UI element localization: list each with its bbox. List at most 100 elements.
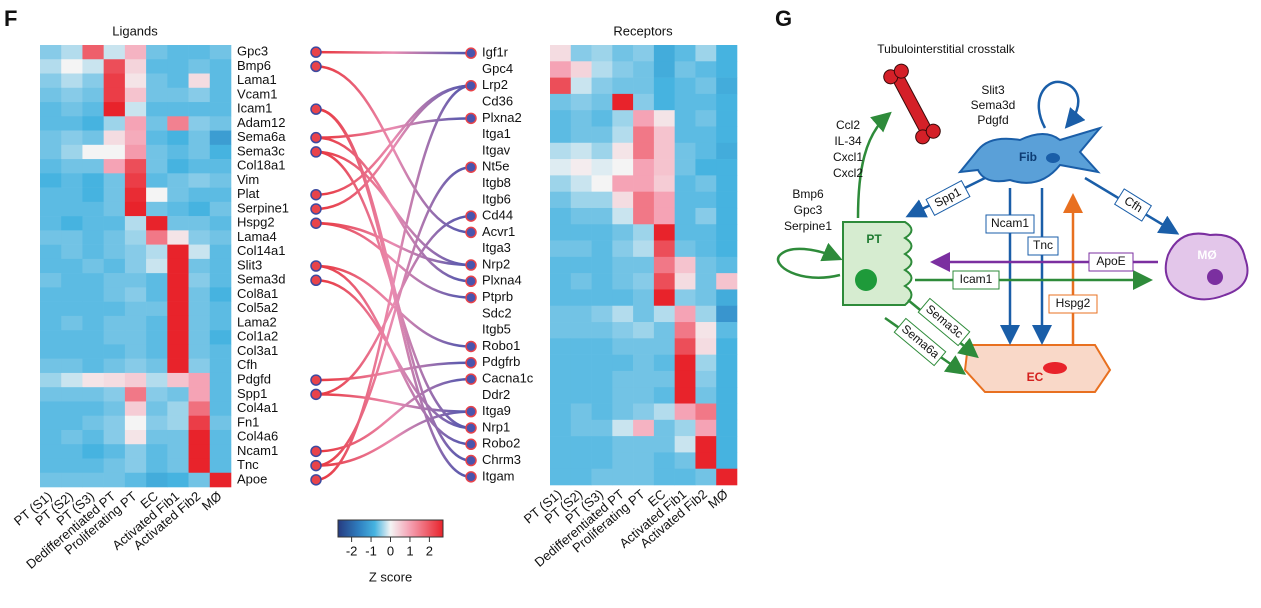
heatmap-cell <box>209 444 232 459</box>
heatmap-cell <box>209 401 232 417</box>
heatmap-cell <box>674 322 696 339</box>
heatmap-cell <box>591 45 613 62</box>
heatmap-cell <box>591 452 613 470</box>
heatmap-cell <box>61 387 83 402</box>
heatmap-cell <box>570 45 592 62</box>
link <box>315 50 472 55</box>
heatmap-cell <box>591 468 613 486</box>
heatmap-cell <box>716 110 738 127</box>
fibroblast <box>957 126 1103 184</box>
ligand-node <box>310 217 322 229</box>
heatmap-cell <box>674 191 696 209</box>
heatmap-cell <box>591 387 613 404</box>
heatmap-cell <box>570 93 592 111</box>
ligand-node <box>310 260 322 272</box>
heatmap-cell <box>633 45 655 62</box>
heatmap-cell <box>209 287 232 302</box>
heatmap-cell <box>103 144 126 160</box>
heatmap-cell <box>167 401 189 417</box>
gene-label: Acvr1 <box>482 224 515 239</box>
gene-label: Sema6a <box>237 129 286 144</box>
heatmap-cell <box>550 322 572 339</box>
heatmap-cell <box>124 102 147 117</box>
heatmap-cell <box>653 387 675 404</box>
gene-label: Lrp2 <box>482 77 508 92</box>
gene-label: Apoe <box>237 471 267 486</box>
heatmap-cell <box>146 244 168 260</box>
heatmap-cell <box>674 387 696 404</box>
gene-label: Lama4 <box>237 229 277 244</box>
gene-label: Itga3 <box>482 240 511 255</box>
heatmap-cell <box>82 301 104 317</box>
receptor-node <box>465 79 477 92</box>
heatmap-cell <box>103 258 126 274</box>
heatmap-cell <box>550 45 572 62</box>
link <box>315 361 472 382</box>
heatmap-cell <box>82 187 104 203</box>
gene-label: Ccl2 <box>836 118 860 132</box>
gene-label: Cxcl1 <box>833 150 863 164</box>
heatmap-cell <box>124 358 147 374</box>
gene-label: Serpine1 <box>784 219 832 233</box>
heatmap-cell <box>167 344 189 359</box>
heatmap-cell <box>167 273 189 288</box>
heatmap-cell <box>61 73 83 89</box>
gene-label: Itgb6 <box>482 191 511 206</box>
heatmap-cell <box>124 59 147 74</box>
heatmap-cell <box>612 403 634 421</box>
heatmap-cell <box>209 173 232 188</box>
gene-label: Plxna2 <box>482 110 522 125</box>
heatmap-cell <box>695 77 717 95</box>
heatmap-cell <box>716 256 738 274</box>
heatmap-cell <box>82 258 104 274</box>
heatmap-cell <box>188 102 211 117</box>
gene-label: Ptprb <box>482 289 513 304</box>
gene-label: Adam12 <box>237 115 285 130</box>
heatmap-cell <box>570 387 592 404</box>
gene-label: Icam1 <box>237 101 272 116</box>
heatmap-cell <box>124 73 147 89</box>
heatmap-cell <box>633 305 655 323</box>
heatmap-cell <box>188 201 211 217</box>
heatmap-cell <box>633 142 655 160</box>
label-box <box>925 179 971 217</box>
gene-label: Pdgfd <box>237 372 271 387</box>
heatmap-cell <box>82 315 104 331</box>
heatmap-cell <box>550 403 572 421</box>
heatmap-cell <box>716 159 738 176</box>
gene-label: Col5a2 <box>237 300 278 315</box>
heatmap-cell <box>103 244 126 260</box>
heatmap-cell <box>188 187 211 203</box>
heatmap-cell <box>188 415 211 431</box>
heatmap-cell <box>716 207 738 225</box>
diagram-title: Tubulointerstitial crosstalk <box>877 42 1016 56</box>
heatmap-cell <box>209 116 232 131</box>
heatmap-cell <box>209 358 232 374</box>
heatmap-cell <box>209 458 232 474</box>
heatmap-cell <box>167 287 189 302</box>
heatmap-cell <box>695 273 717 290</box>
heatmap-cell <box>146 401 168 417</box>
heatmap-cell <box>167 201 189 217</box>
heatmap-cell <box>570 207 592 225</box>
receptor-node <box>465 161 477 173</box>
heatmap-cell <box>570 175 592 192</box>
heatmap-cell <box>633 93 655 111</box>
heatmap-cell <box>550 142 572 160</box>
heatmap-cell <box>146 87 168 103</box>
heatmap-cell <box>674 61 696 78</box>
heatmap-cell <box>550 468 572 486</box>
heatmap-cell <box>40 59 62 74</box>
heatmap-cell <box>716 175 738 192</box>
heatmap-cell <box>124 216 147 231</box>
gene-label: Plat <box>237 186 260 201</box>
heatmap-cell <box>124 415 147 431</box>
colorbar <box>337 519 444 538</box>
heatmap-cell <box>633 224 655 241</box>
heatmap-cell <box>103 330 126 345</box>
heatmap-title: Receptors <box>613 23 673 38</box>
heatmap-cell <box>124 244 147 260</box>
heatmap-cell <box>146 173 168 188</box>
heatmap-cell <box>591 354 613 372</box>
heatmap-cell <box>40 372 62 388</box>
